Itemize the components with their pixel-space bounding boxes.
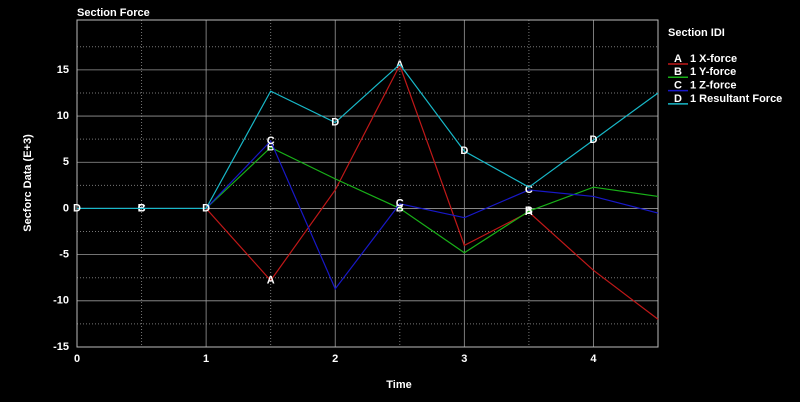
- x-tick-label: 4: [590, 353, 597, 365]
- x-axis-label: Time: [386, 379, 411, 391]
- legend-marker: B: [674, 66, 682, 78]
- legend-label: 1 X-force: [690, 53, 737, 65]
- chart-title: Section Force: [77, 7, 150, 19]
- y-tick-label: 15: [57, 64, 69, 76]
- y-tick-label: -15: [53, 341, 69, 353]
- legend-marker: C: [674, 80, 682, 92]
- x-tick-label: 3: [461, 353, 467, 365]
- legend-label: 1 Y-force: [690, 66, 736, 78]
- legend-marker: D: [674, 93, 682, 105]
- y-tick-label: 0: [63, 202, 69, 214]
- y-tick-label: -10: [53, 295, 69, 307]
- y-tick-label: 10: [57, 110, 69, 122]
- point-marker: D: [331, 116, 339, 128]
- legend-label: 1 Resultant Force: [690, 93, 782, 105]
- plot-frame: [76, 19, 659, 348]
- point-marker: C: [525, 184, 533, 196]
- point-marker: B: [525, 205, 533, 217]
- x-tick-label: 0: [74, 353, 80, 365]
- point-marker: A: [267, 274, 275, 286]
- legend-marker: A: [674, 53, 682, 65]
- point-marker: C: [267, 135, 275, 147]
- point-marker: D: [460, 145, 468, 157]
- legend-label: 1 Z-force: [690, 80, 736, 92]
- y-tick-label: -5: [59, 249, 69, 261]
- point-marker: B: [267, 141, 275, 153]
- y-axis-label: Secforc Data (E+3): [22, 134, 34, 232]
- x-tick-label: 2: [332, 353, 338, 365]
- legend-title: Section IDI: [668, 27, 725, 39]
- series-line: [77, 63, 659, 210]
- point-marker: D: [73, 202, 81, 214]
- x-tick-label: 1: [203, 353, 209, 365]
- point-marker: D: [589, 134, 597, 146]
- y-tick-label: 5: [63, 156, 69, 168]
- point-marker: B: [396, 202, 404, 214]
- point-marker: D: [202, 202, 210, 214]
- point-marker: A: [525, 206, 533, 218]
- point-marker: C: [396, 198, 404, 210]
